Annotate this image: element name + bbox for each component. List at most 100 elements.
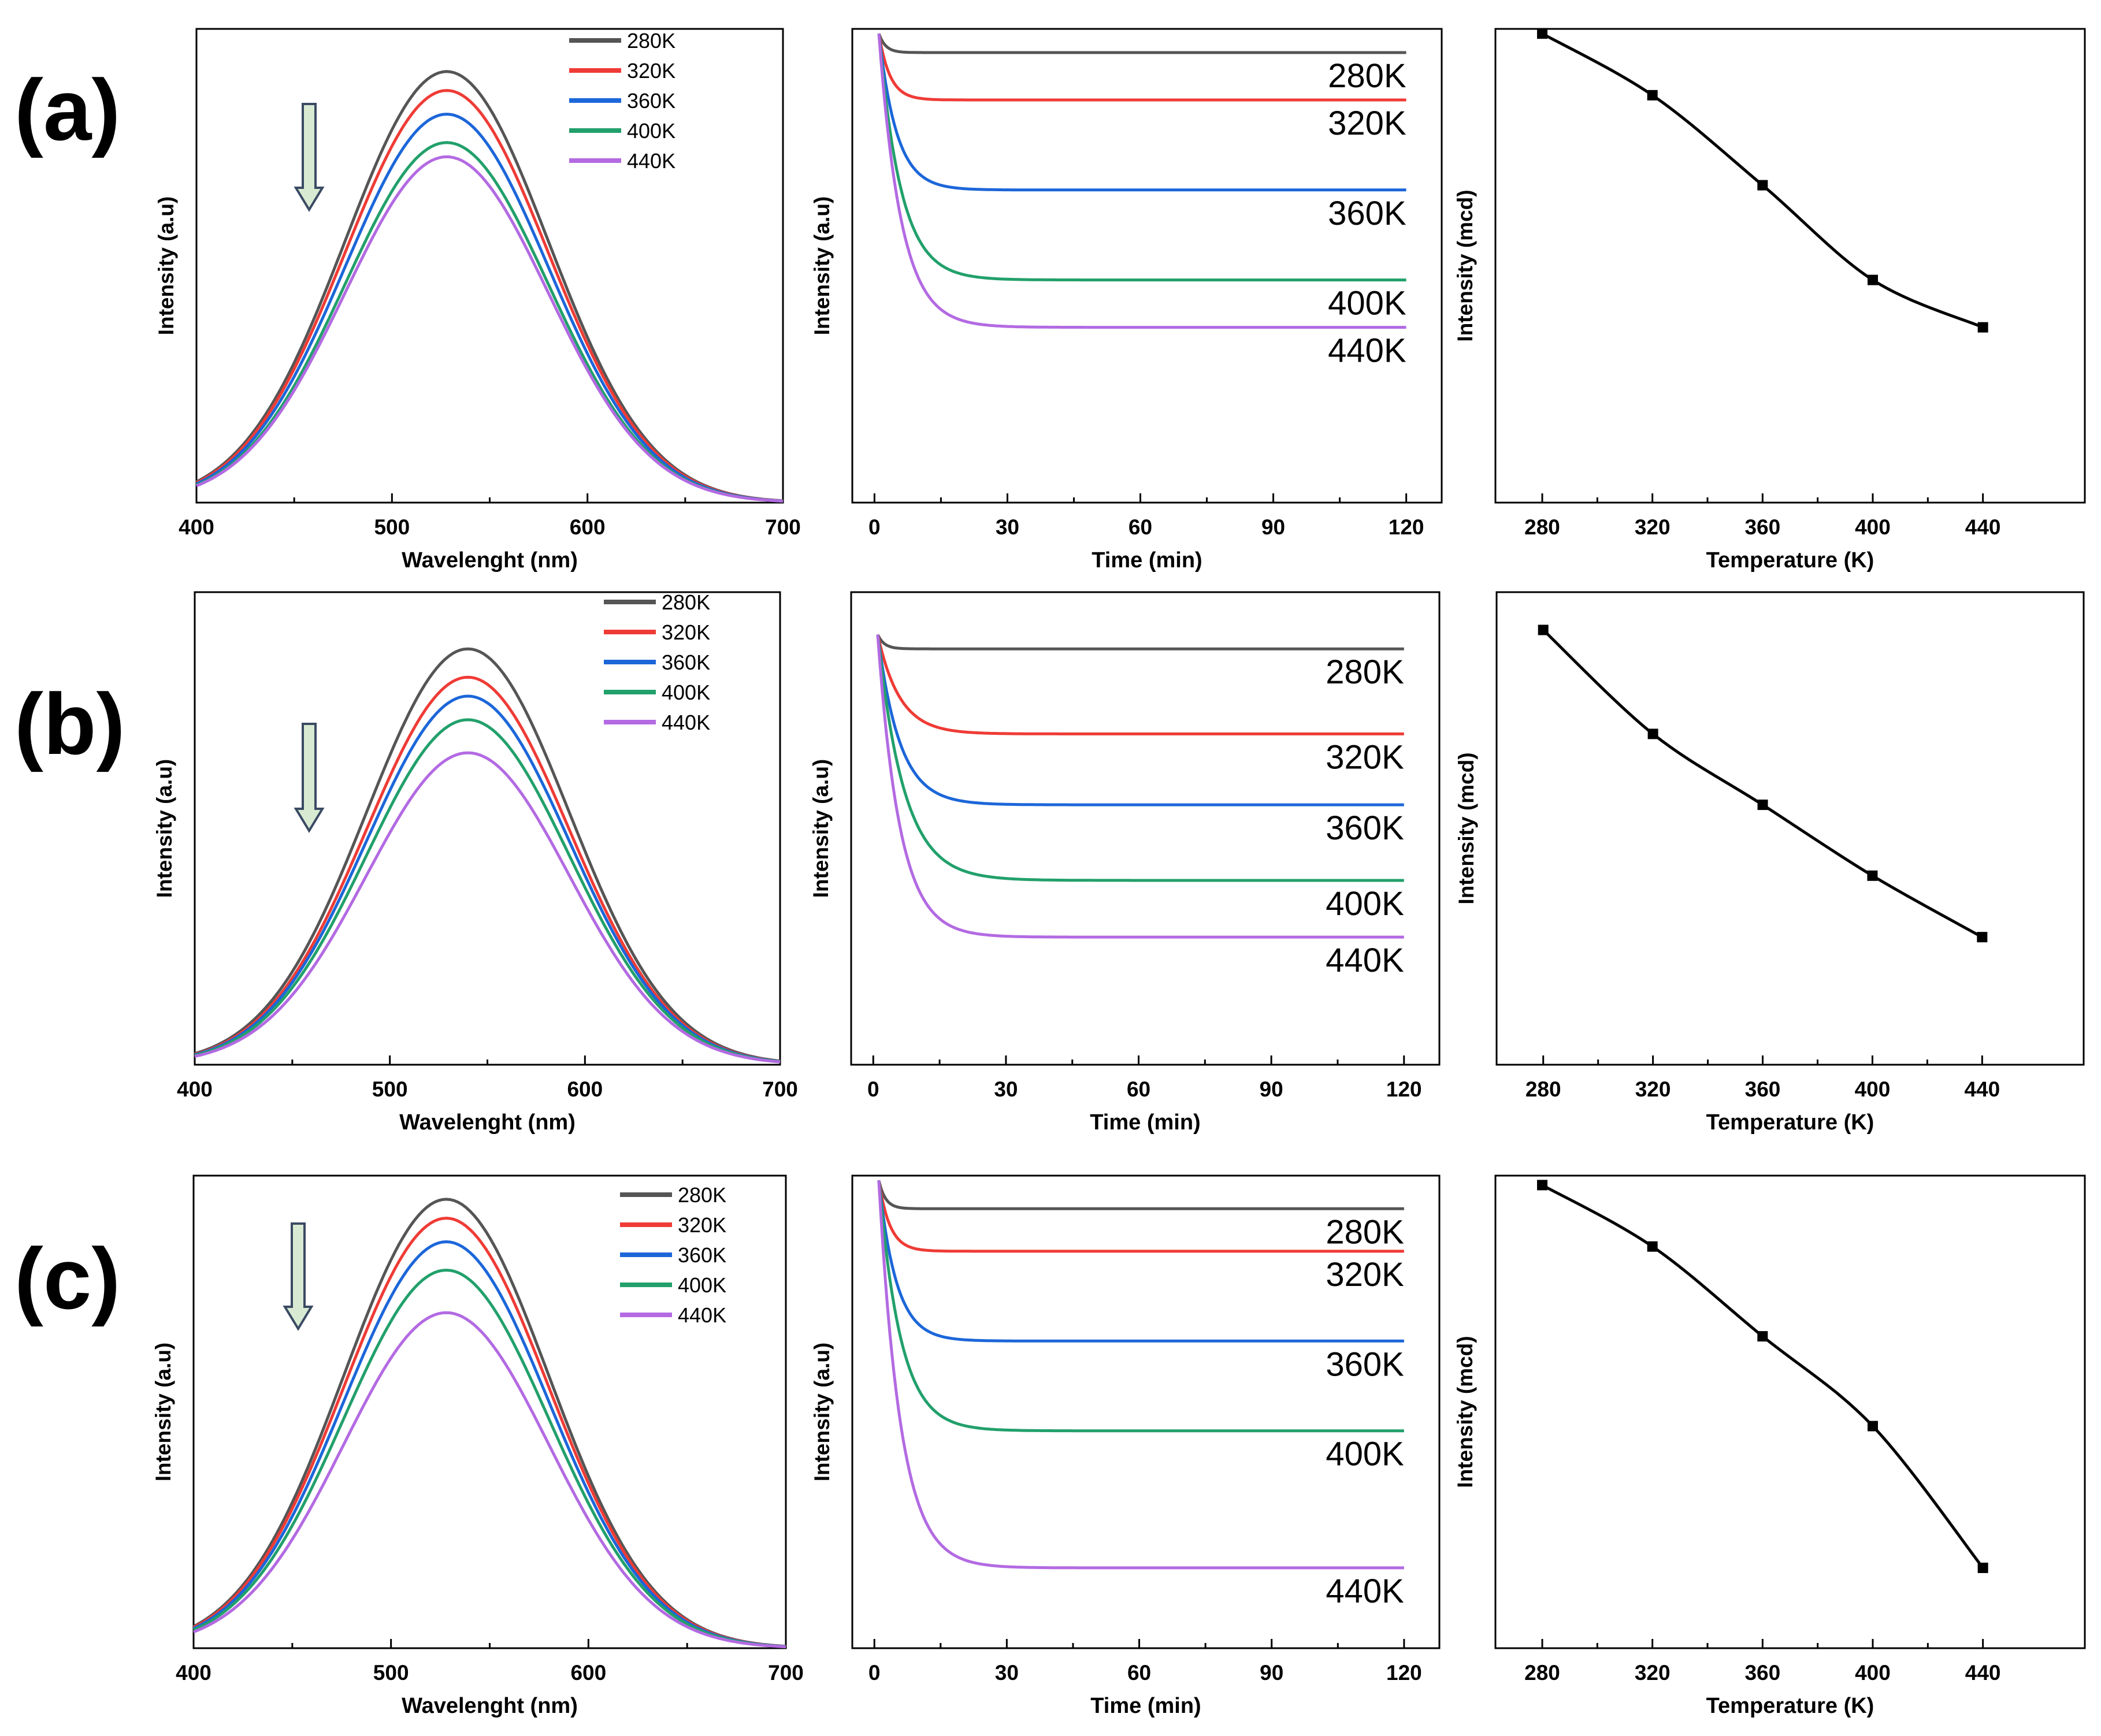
curve-label-440K: 440K	[1326, 1573, 1404, 1610]
series-line-320K	[195, 89, 784, 503]
plot-frame	[1495, 591, 2085, 1066]
curve-label-360K: 360K	[1326, 809, 1404, 847]
series-line-360K	[877, 1180, 1404, 1343]
y-axis-title: Intensity (mcd)	[1454, 752, 1478, 904]
x-axis-title: Temperature (K)	[1706, 1694, 1874, 1718]
x-tick-label: 400	[1855, 1077, 1891, 1101]
series-line-400K	[877, 33, 1406, 282]
curve-label-360K: 360K	[1326, 1345, 1404, 1383]
curve-label-280K: 280K	[1326, 1213, 1404, 1251]
x-axis-title: Time (min)	[1090, 1110, 1200, 1135]
x-tick-label: 400	[1855, 1661, 1891, 1685]
y-axis-title: Intensity (a.u)	[810, 1343, 834, 1482]
legend-label-440K: 440K	[662, 711, 710, 734]
legend-label-280K: 280K	[627, 29, 675, 53]
x-tick-label: 500	[374, 515, 410, 539]
row-label-a: (a)	[14, 61, 120, 158]
series-line-320K	[876, 634, 1404, 735]
x-tick-label: 600	[570, 1661, 606, 1685]
down-arrow-icon	[283, 1222, 314, 1331]
curve-label-280K: 280K	[1328, 57, 1406, 95]
x-tick-label: 700	[762, 1077, 798, 1101]
x-axis-title: Wavelenght (nm)	[402, 1694, 578, 1718]
legend-label-440K: 440K	[678, 1303, 726, 1327]
x-tick-label: 90	[1260, 1661, 1283, 1685]
series-line-440K	[193, 1311, 786, 1649]
y-axis-title: Intensity (a.u)	[151, 1343, 175, 1482]
y-axis-title: Intensity (mcd)	[1453, 1336, 1477, 1488]
legend-label-440K: 440K	[627, 149, 675, 173]
x-tick-label: 90	[1261, 515, 1285, 539]
x-tick-label: 700	[765, 515, 801, 539]
x-tick-label: 400	[176, 1661, 211, 1685]
x-axis-title: Time (min)	[1090, 1694, 1201, 1718]
x-tick-label: 440	[1965, 515, 2001, 539]
x-tick-label: 700	[768, 1661, 804, 1685]
x-tick-label: 600	[567, 1077, 603, 1101]
data-point-marker	[1538, 624, 1549, 635]
data-point-marker	[1867, 870, 1878, 881]
y-axis-title: Intensity (a.u)	[810, 196, 834, 336]
legend-label-400K: 400K	[627, 119, 675, 143]
data-point-marker	[1647, 728, 1658, 739]
series-line-280K	[876, 634, 1404, 650]
legend-label-400K: 400K	[662, 681, 710, 704]
legend-label-360K: 360K	[627, 89, 675, 113]
data-point-marker	[1757, 1331, 1768, 1342]
legend-label-320K: 320K	[627, 59, 675, 83]
x-tick-label: 120	[1389, 515, 1424, 539]
row-label-b: (b)	[14, 675, 125, 772]
plot-frame	[851, 1174, 1441, 1649]
x-tick-label: 120	[1386, 1661, 1422, 1685]
data-point-marker	[1867, 274, 1878, 285]
y-axis-title: Intensity (mcd)	[1453, 189, 1477, 341]
panel-c-trend: 280 320 360 400 440 Temperature (K) Intensity …	[1453, 1174, 2086, 1718]
panel-b-trend: 280 320 360 400 440 Temperature (K) Intensity …	[1454, 591, 2085, 1135]
curve-label-280K: 280K	[1326, 653, 1404, 691]
panel-c-decay: 0 30 60 90 120 Time (min) Intensity (a.u) 280K 3…	[810, 1174, 1441, 1718]
legend-label-320K: 320K	[662, 620, 710, 644]
data-point-marker	[1757, 180, 1768, 191]
trend-line	[1542, 629, 1983, 939]
x-tick-label: 280	[1525, 1077, 1561, 1101]
plot-frame	[195, 28, 784, 504]
x-tick-label: 400	[1855, 515, 1891, 539]
x-tick-label: 440	[1965, 1661, 2001, 1685]
legend-label-280K: 280K	[678, 1183, 726, 1207]
curve-label-440K: 440K	[1326, 942, 1404, 979]
legend-label-400K: 400K	[678, 1273, 726, 1297]
plot-frame	[1494, 28, 2086, 504]
data-point-marker	[1647, 90, 1658, 101]
data-point-marker	[1757, 800, 1768, 811]
legend-label-280K: 280K	[662, 590, 710, 614]
series-line-320K	[877, 33, 1406, 102]
panel-b-decay: 0 30 60 90 120 Time (min) Intensity (a.u) 280K 3…	[809, 591, 1441, 1135]
x-tick-label: 280	[1524, 515, 1560, 539]
panel-b-spectrum: 400 500 600 700 Wavelenght (nm) Intensity (a.…	[153, 590, 798, 1135]
legend-label-360K: 360K	[662, 650, 710, 674]
series-line-400K	[194, 718, 781, 1064]
x-axis-title: Wavelenght (nm)	[399, 1110, 576, 1135]
y-axis-title: Intensity (a.u)	[153, 759, 176, 898]
data-point-marker	[1977, 322, 1988, 333]
x-tick-label: 60	[1129, 515, 1152, 539]
series-line-440K	[194, 751, 781, 1064]
x-tick-label: 60	[1127, 1077, 1150, 1101]
x-axis-title: Temperature (K)	[1706, 548, 1874, 573]
data-point-marker	[1537, 1180, 1548, 1191]
curve-label-440K: 440K	[1328, 332, 1406, 370]
x-tick-label: 30	[995, 1661, 1019, 1685]
data-point-marker	[1537, 28, 1548, 39]
panel-c-spectrum: 400 500 600 700 Wavelenght (nm) Intensity (a.…	[151, 1174, 804, 1718]
x-tick-label: 360	[1744, 515, 1780, 539]
x-axis-title: Temperature (K)	[1706, 1110, 1874, 1135]
plot-frame	[1494, 1174, 2086, 1649]
legend-label-320K: 320K	[678, 1213, 726, 1237]
series-line-440K	[877, 1180, 1404, 1570]
x-tick-label: 600	[570, 515, 606, 539]
curve-label-320K: 320K	[1326, 738, 1404, 776]
x-tick-label: 500	[372, 1077, 408, 1101]
x-tick-label: 90	[1260, 1077, 1283, 1101]
x-tick-label: 30	[994, 1077, 1018, 1101]
